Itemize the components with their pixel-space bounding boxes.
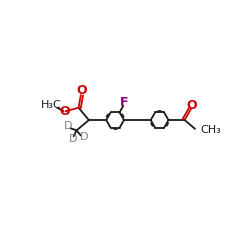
Text: D: D: [64, 121, 72, 131]
Text: F: F: [120, 96, 129, 110]
Text: O: O: [76, 84, 87, 97]
Text: O: O: [59, 105, 70, 118]
Text: O: O: [186, 99, 197, 112]
Text: D: D: [80, 132, 88, 142]
Text: CH₃: CH₃: [200, 125, 221, 135]
Text: H₃C: H₃C: [41, 100, 62, 110]
Text: D: D: [68, 134, 77, 144]
